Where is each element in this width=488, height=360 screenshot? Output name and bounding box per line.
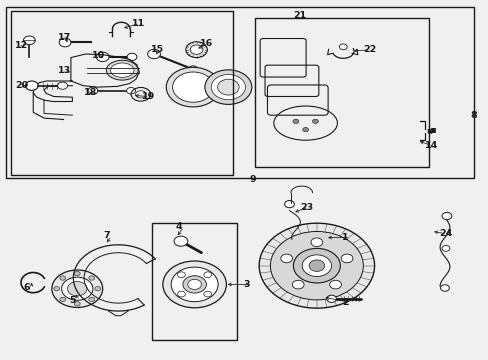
Circle shape: [23, 36, 35, 45]
Circle shape: [185, 42, 207, 58]
Circle shape: [172, 72, 213, 102]
Circle shape: [293, 248, 340, 283]
Bar: [11, 11, 233, 175]
Ellipse shape: [110, 63, 134, 77]
Circle shape: [67, 282, 87, 296]
Circle shape: [166, 67, 220, 107]
Circle shape: [326, 295, 336, 302]
Circle shape: [190, 45, 203, 54]
Text: 3: 3: [243, 280, 249, 289]
Text: 14: 14: [424, 141, 437, 150]
Circle shape: [187, 279, 201, 289]
Circle shape: [203, 291, 211, 297]
Circle shape: [25, 81, 38, 90]
Bar: [151, 223, 237, 340]
Circle shape: [259, 223, 374, 308]
Circle shape: [308, 260, 324, 271]
Circle shape: [127, 53, 137, 60]
Circle shape: [171, 267, 218, 302]
Circle shape: [292, 280, 304, 289]
Circle shape: [126, 87, 135, 94]
Ellipse shape: [106, 60, 138, 80]
Circle shape: [174, 236, 187, 246]
Text: 19: 19: [142, 92, 155, 101]
Circle shape: [177, 291, 185, 297]
Circle shape: [58, 82, 67, 89]
Circle shape: [61, 277, 93, 300]
Circle shape: [59, 38, 71, 47]
Text: 1: 1: [342, 233, 348, 242]
Circle shape: [54, 287, 60, 291]
Circle shape: [280, 254, 292, 263]
Circle shape: [74, 271, 80, 276]
Text: 17: 17: [58, 33, 71, 42]
Text: 23: 23: [300, 202, 313, 211]
Circle shape: [302, 255, 331, 276]
Circle shape: [211, 75, 245, 100]
Circle shape: [96, 52, 109, 62]
Circle shape: [88, 87, 98, 94]
Text: 2: 2: [342, 298, 348, 307]
Text: 5: 5: [69, 296, 76, 305]
Text: 24: 24: [438, 230, 451, 239]
Circle shape: [329, 280, 341, 289]
Circle shape: [60, 276, 65, 280]
Circle shape: [302, 127, 308, 132]
Text: 20: 20: [16, 81, 29, 90]
Circle shape: [441, 212, 451, 220]
Circle shape: [292, 119, 298, 123]
Circle shape: [60, 297, 65, 302]
Circle shape: [310, 238, 322, 247]
Text: 8: 8: [469, 111, 476, 120]
Circle shape: [89, 297, 95, 302]
Circle shape: [312, 119, 318, 123]
Text: 18: 18: [84, 88, 97, 97]
Circle shape: [163, 261, 226, 308]
Text: 10: 10: [92, 51, 105, 60]
Circle shape: [147, 49, 160, 59]
Circle shape: [203, 272, 211, 278]
Text: 21: 21: [293, 10, 306, 19]
Bar: [255, 18, 428, 167]
Circle shape: [74, 302, 80, 306]
Text: 4: 4: [176, 222, 183, 231]
Text: 16: 16: [199, 40, 212, 49]
Text: 12: 12: [15, 40, 28, 49]
Text: 6: 6: [23, 284, 30, 292]
Circle shape: [204, 70, 251, 104]
Text: 15: 15: [150, 45, 163, 54]
Text: 7: 7: [103, 231, 110, 240]
Circle shape: [441, 246, 449, 251]
Circle shape: [270, 231, 363, 300]
Circle shape: [89, 276, 95, 280]
Text: 22: 22: [362, 45, 375, 54]
Text: 13: 13: [58, 66, 71, 75]
Circle shape: [177, 272, 185, 278]
Circle shape: [95, 287, 101, 291]
Bar: [6, 7, 473, 178]
Circle shape: [217, 79, 239, 95]
Circle shape: [339, 44, 346, 50]
Text: 9: 9: [249, 175, 256, 184]
Text: 11: 11: [132, 19, 145, 28]
Circle shape: [284, 201, 294, 208]
Circle shape: [341, 254, 352, 263]
Circle shape: [440, 285, 448, 291]
Circle shape: [52, 270, 102, 307]
Circle shape: [183, 276, 206, 293]
